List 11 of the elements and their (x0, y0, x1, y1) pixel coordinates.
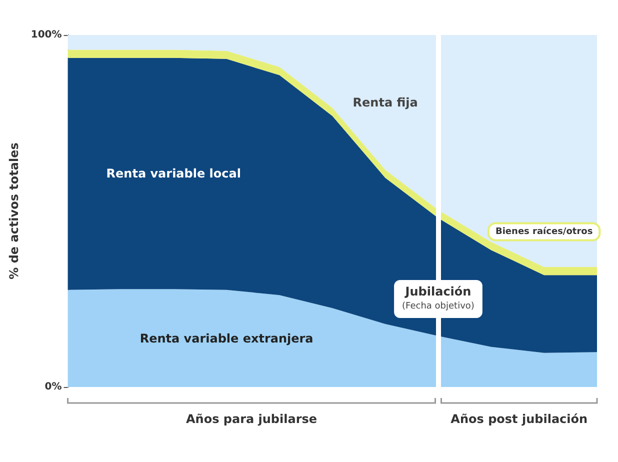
y-axis-title: % de activos totales (7, 142, 21, 280)
text: Años post jubilación (450, 412, 588, 426)
text: Años para jubilarse (186, 412, 318, 426)
y-tick-label: 0% (44, 382, 62, 392)
series-label: Renta fija (352, 95, 418, 110)
text: Jubilación (405, 284, 472, 298)
annotation: (Fecha objetivo) (402, 302, 474, 312)
y-tick-label: 100% (30, 30, 62, 40)
series-label: Renta variable extranjera (140, 331, 314, 346)
series-label: Bienes raíces/otros (495, 226, 593, 237)
series-label: Renta variable local (106, 166, 241, 181)
